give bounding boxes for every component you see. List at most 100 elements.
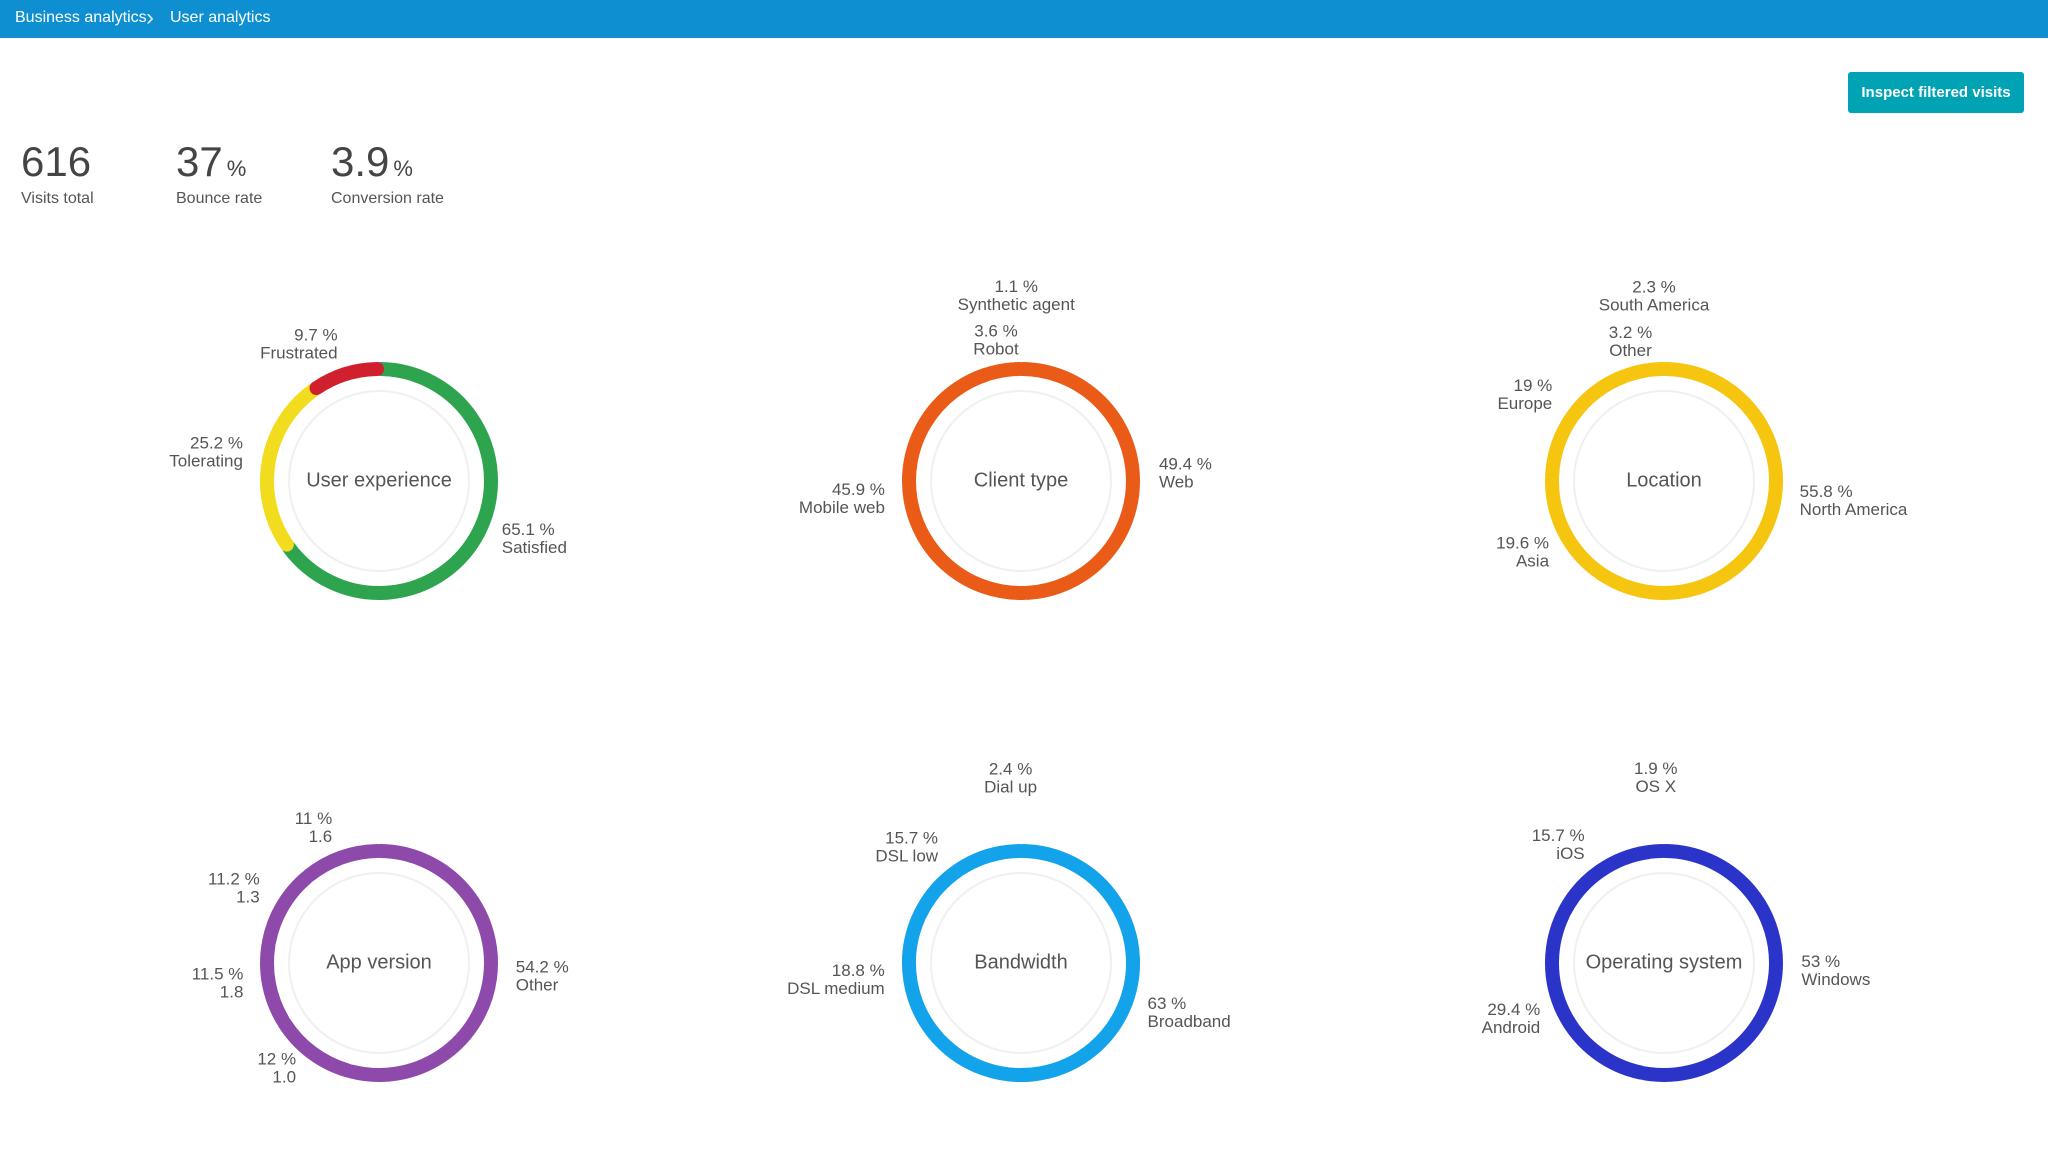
donut-segment[interactable] bbox=[933, 844, 1140, 1082]
category-label: Asia bbox=[1516, 551, 1550, 570]
value-label: 2.4 % bbox=[989, 759, 1032, 778]
kpi: 3.9% Conversion rate bbox=[331, 138, 444, 208]
category-label: Mobile web bbox=[799, 498, 885, 517]
kpi-value: 3.9 bbox=[331, 138, 390, 185]
value-label: 25.2 % bbox=[190, 434, 243, 453]
donut-segment[interactable] bbox=[999, 844, 1027, 859]
donut-title: Client type bbox=[974, 469, 1069, 491]
donut-segment[interactable] bbox=[1545, 472, 1629, 592]
inner-ring bbox=[288, 390, 470, 572]
donut-segment[interactable] bbox=[1557, 845, 1656, 919]
value-label: 3.2 % bbox=[1609, 323, 1652, 342]
value-label: 11 % bbox=[295, 809, 333, 828]
donut-segment[interactable] bbox=[282, 362, 498, 600]
charts: User experience 65.1 %Satisfied 25.2 %Tole… bbox=[169, 277, 1908, 1086]
kpi-unit: % bbox=[226, 156, 247, 181]
value-label: 1.1 % bbox=[994, 277, 1037, 296]
kpi-label: Visits total bbox=[21, 190, 94, 207]
value-label: 54.2 % bbox=[516, 957, 569, 976]
value-label: 29.4 % bbox=[1487, 1000, 1540, 1019]
category-label: 1.3 bbox=[236, 888, 260, 907]
donut-title: Location bbox=[1626, 469, 1702, 491]
donut-segment[interactable] bbox=[260, 383, 321, 552]
category-label: Dial up bbox=[984, 777, 1037, 796]
kpi-label: Bounce rate bbox=[176, 190, 263, 207]
value-label: 15.7 % bbox=[885, 829, 938, 848]
inspect-button[interactable]: Inspect filtered visits bbox=[1848, 72, 2024, 113]
donut-segment[interactable] bbox=[902, 910, 945, 1045]
kpi-unit: % bbox=[393, 156, 413, 181]
value-label: 65.1 % bbox=[502, 520, 555, 539]
kpi: 616 Visits total bbox=[21, 138, 94, 208]
category-label: South America bbox=[1599, 295, 1710, 314]
donut-segment[interactable] bbox=[260, 938, 290, 1027]
category-label: Other bbox=[516, 975, 559, 994]
value-label: 53 % bbox=[1801, 952, 1840, 971]
kpi-value: 37 bbox=[176, 138, 223, 185]
inner-ring bbox=[1573, 872, 1755, 1054]
value-label: 18.8 % bbox=[832, 961, 885, 980]
donut-segment[interactable] bbox=[913, 845, 1010, 922]
value-label: 55.8 % bbox=[1800, 482, 1853, 501]
donut-segment[interactable] bbox=[983, 362, 1019, 381]
value-label: 63 % bbox=[1148, 994, 1187, 1013]
inner-ring bbox=[930, 872, 1112, 1054]
donut-segment[interactable] bbox=[1545, 907, 1649, 1080]
category-label: OS X bbox=[1635, 777, 1676, 796]
breadcrumb[interactable]: User analytics bbox=[170, 9, 271, 26]
inner-ring bbox=[930, 390, 1112, 572]
category-label: Synthetic agent bbox=[958, 295, 1075, 314]
value-label: 45.9 % bbox=[832, 480, 885, 499]
value-label: 11.5 % bbox=[192, 965, 244, 984]
donut-segment[interactable] bbox=[344, 844, 498, 1082]
donut-segment[interactable] bbox=[1015, 362, 1140, 600]
donut-segment[interactable] bbox=[1637, 844, 1783, 1082]
category-label: 1.0 bbox=[272, 1067, 296, 1086]
value-label: 49.4 % bbox=[1159, 454, 1212, 473]
category-label: Europe bbox=[1497, 394, 1552, 413]
donut-segment[interactable] bbox=[277, 1016, 355, 1078]
category-label: Tolerating bbox=[169, 452, 243, 471]
value-label: 11.2 % bbox=[208, 870, 260, 889]
breadcrumb[interactable]: Business analytics bbox=[15, 9, 147, 26]
value-label: 1.9 % bbox=[1634, 759, 1677, 778]
value-label: 2.3 % bbox=[1632, 277, 1675, 296]
value-label: 15.7 % bbox=[1532, 826, 1585, 845]
category-label: 1.6 bbox=[309, 827, 333, 846]
donut-segment[interactable] bbox=[1642, 362, 1670, 377]
category-label: 1.8 bbox=[220, 983, 244, 1002]
value-label: 9.7 % bbox=[294, 325, 337, 344]
donut-segment[interactable] bbox=[302, 844, 385, 883]
category-label: Frustrated bbox=[260, 343, 337, 362]
value-label: 3.6 % bbox=[974, 321, 1017, 340]
value-label: 19.6 % bbox=[1496, 533, 1549, 552]
category-label: Web bbox=[1159, 472, 1194, 491]
donut-segment[interactable] bbox=[262, 871, 314, 949]
donut-segment[interactable] bbox=[309, 362, 385, 396]
category-label: Broadband bbox=[1148, 1012, 1231, 1031]
donut-segment[interactable] bbox=[1645, 844, 1670, 859]
kpi-value: 616 bbox=[21, 138, 92, 185]
inner-ring bbox=[1573, 390, 1755, 572]
category-label: Satisfied bbox=[502, 538, 567, 557]
donut-segment[interactable] bbox=[1618, 362, 1783, 600]
donut-title: App version bbox=[326, 951, 432, 973]
donut-segment[interactable] bbox=[1545, 369, 1632, 483]
category-label: North America bbox=[1800, 500, 1908, 519]
donut-segment[interactable] bbox=[902, 367, 1031, 600]
value-label: 19 % bbox=[1514, 376, 1553, 395]
top-bar: Business analytics › User analytics bbox=[0, 0, 2048, 38]
category-label: Other bbox=[1609, 341, 1652, 360]
kpi-label: Conversion rate bbox=[331, 190, 444, 207]
category-label: Robot bbox=[973, 339, 1019, 358]
value-label: 12 % bbox=[257, 1049, 296, 1068]
category-label: DSL low bbox=[875, 847, 938, 866]
category-label: Windows bbox=[1801, 970, 1870, 989]
donut-title: User experience bbox=[306, 469, 452, 491]
category-label: iOS bbox=[1556, 844, 1584, 863]
category-label: DSL medium bbox=[787, 979, 885, 998]
donut-title: Bandwidth bbox=[974, 951, 1067, 973]
breadcrumb-separator: › bbox=[146, 4, 154, 31]
donut-title: Operating system bbox=[1586, 951, 1743, 973]
